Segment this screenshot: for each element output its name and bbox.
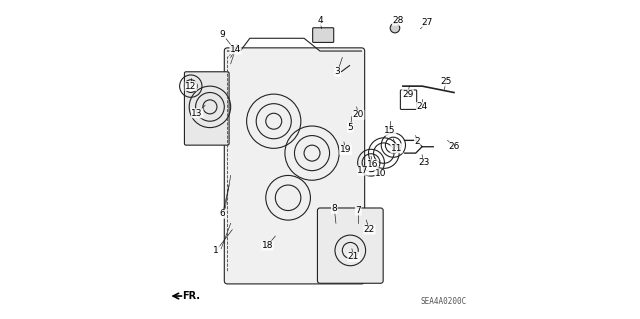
Text: 21: 21	[348, 252, 359, 261]
Text: 20: 20	[353, 110, 364, 119]
Text: 9: 9	[220, 30, 225, 39]
Text: 1: 1	[214, 246, 219, 255]
Text: 25: 25	[440, 77, 452, 86]
Text: 8: 8	[332, 204, 337, 213]
Text: 29: 29	[402, 90, 413, 99]
Text: 24: 24	[417, 102, 428, 111]
Text: 16: 16	[367, 160, 378, 169]
Text: FR.: FR.	[182, 291, 200, 301]
Text: 26: 26	[448, 142, 460, 151]
Text: 19: 19	[340, 145, 351, 154]
FancyBboxPatch shape	[313, 28, 333, 42]
Text: 2: 2	[415, 137, 420, 146]
Text: 15: 15	[385, 126, 396, 135]
Text: 17: 17	[357, 166, 369, 175]
Text: 4: 4	[317, 16, 323, 25]
Text: SEA4A0200C: SEA4A0200C	[420, 297, 467, 306]
Text: 14: 14	[230, 45, 241, 54]
Text: 22: 22	[364, 225, 375, 234]
Text: 18: 18	[262, 241, 273, 250]
Text: 12: 12	[185, 82, 196, 91]
Circle shape	[390, 23, 400, 33]
Text: 3: 3	[335, 67, 340, 76]
FancyBboxPatch shape	[184, 72, 229, 145]
FancyBboxPatch shape	[317, 208, 383, 283]
FancyBboxPatch shape	[224, 48, 365, 284]
Text: 5: 5	[348, 123, 353, 132]
Text: 28: 28	[392, 16, 404, 25]
Text: 13: 13	[191, 109, 203, 118]
Text: 7: 7	[355, 206, 361, 215]
Text: 10: 10	[375, 169, 387, 178]
Text: 11: 11	[391, 144, 403, 153]
Text: 27: 27	[421, 18, 433, 27]
Text: 6: 6	[220, 209, 225, 218]
Text: 23: 23	[418, 158, 429, 167]
